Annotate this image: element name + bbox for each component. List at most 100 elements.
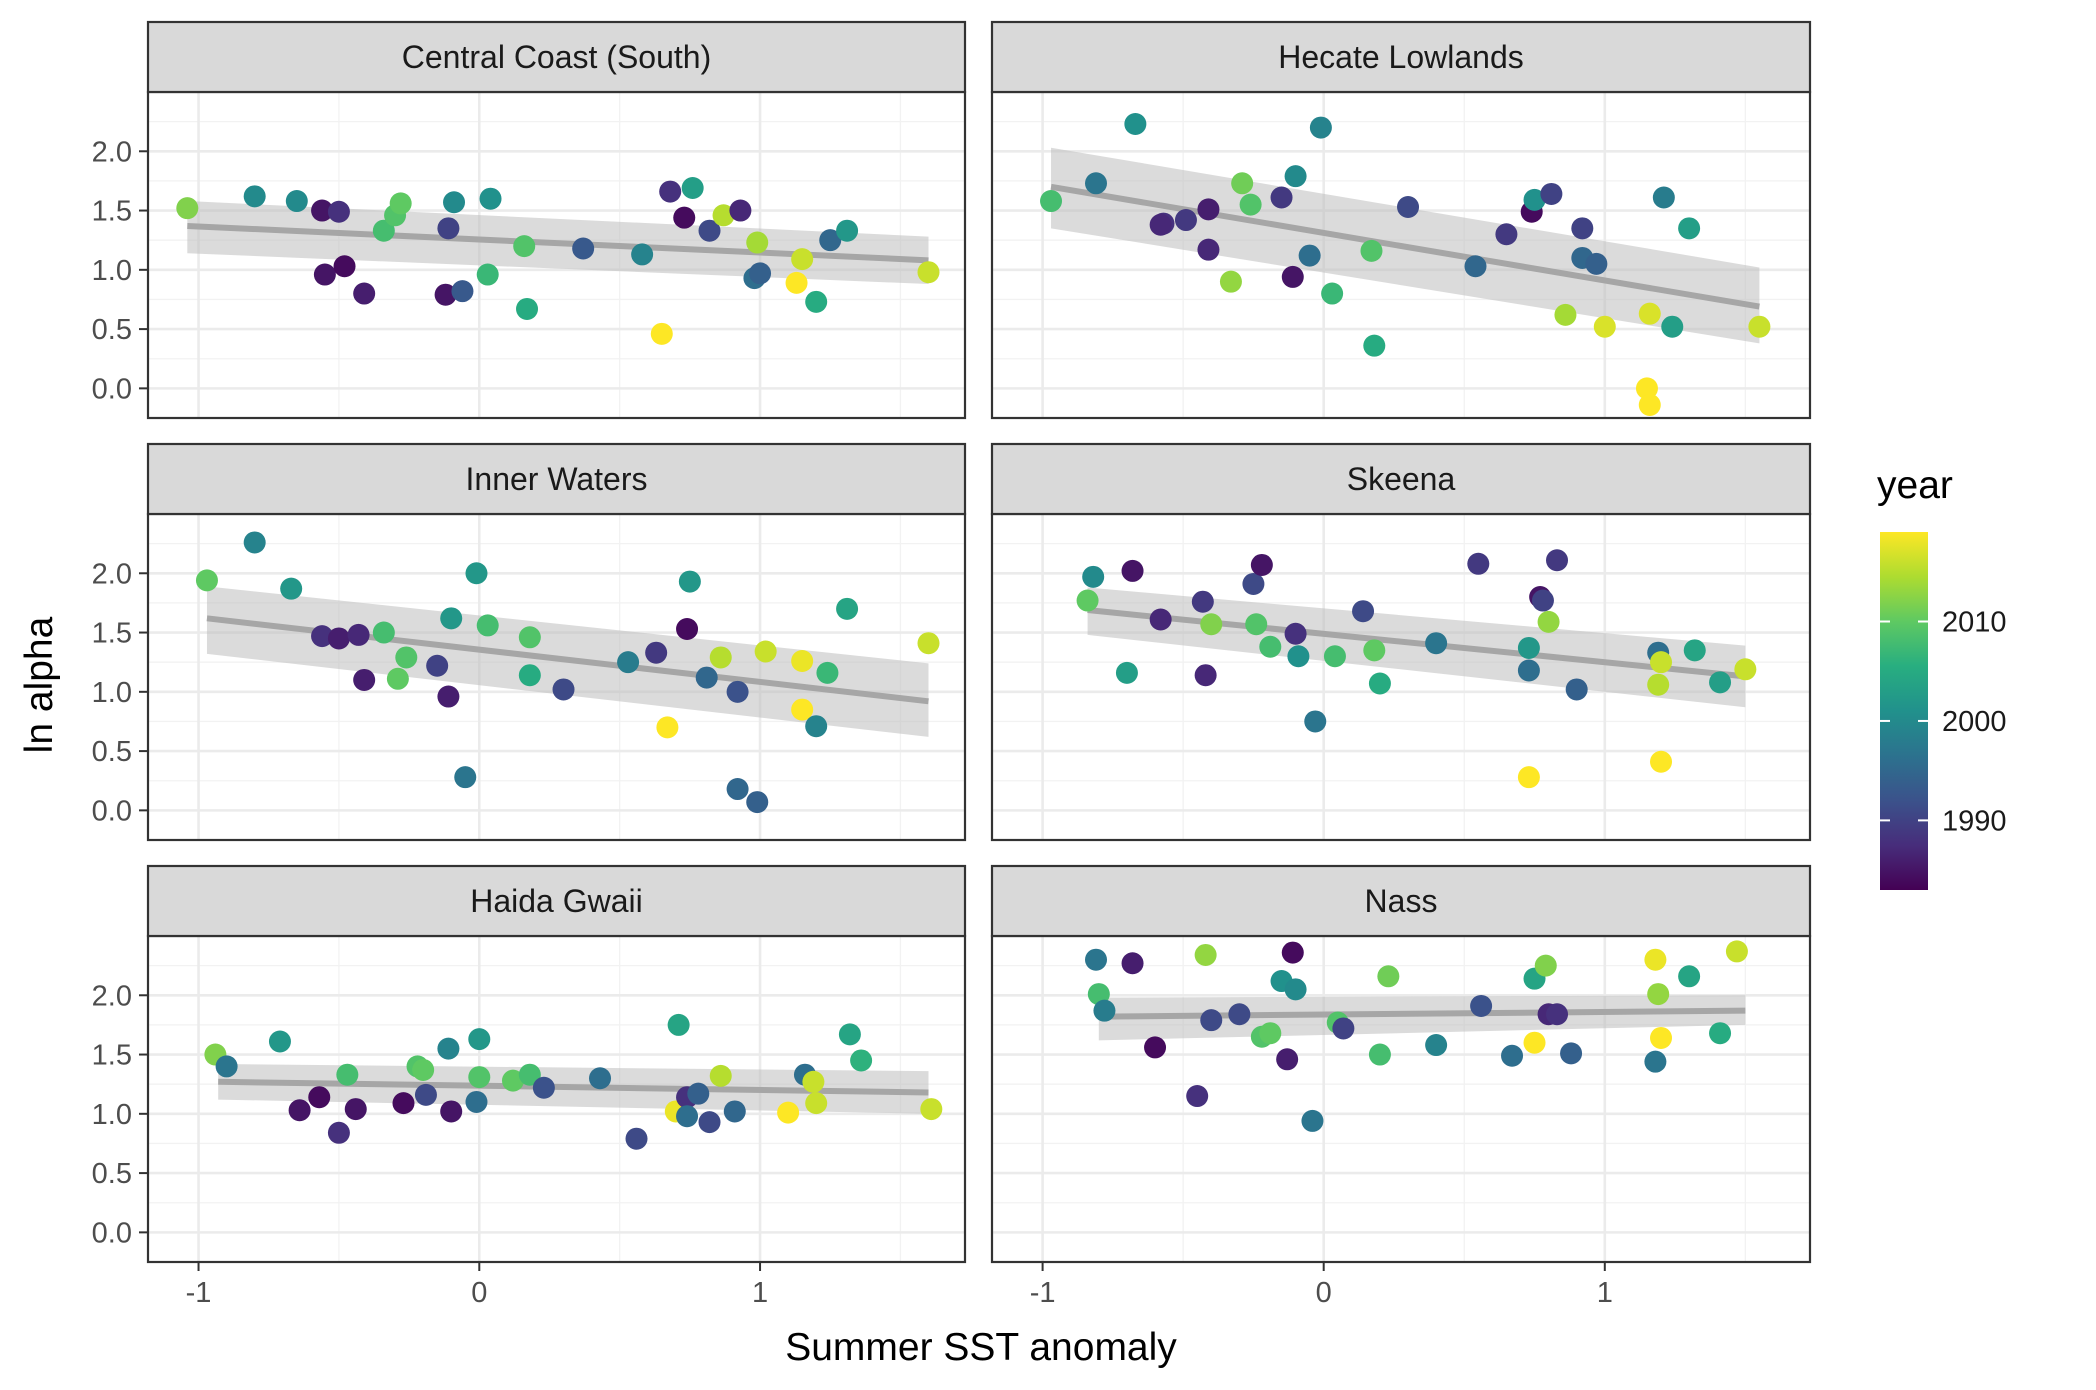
data-point — [712, 204, 735, 227]
trend-line — [1087, 607, 1746, 680]
data-point — [1748, 315, 1771, 338]
data-points — [1040, 113, 1771, 416]
data-point — [215, 1055, 238, 1078]
data-points — [1076, 549, 1757, 789]
data-point — [1638, 393, 1661, 416]
data-point — [353, 668, 376, 691]
facet-panel: Skeena — [990, 442, 1812, 842]
data-point — [1470, 994, 1493, 1017]
data-point — [516, 297, 539, 320]
data-point — [412, 1058, 435, 1081]
data-point — [1239, 193, 1262, 216]
data-point — [746, 231, 769, 254]
data-point — [1531, 589, 1554, 612]
data-point — [1287, 645, 1310, 668]
colorbar — [1880, 532, 1928, 890]
data-point — [698, 219, 721, 242]
data-point — [532, 1076, 555, 1099]
data-point — [1219, 270, 1242, 293]
data-point — [336, 1063, 359, 1086]
data-point — [465, 1090, 488, 1113]
data-point — [434, 283, 457, 306]
facet-strip-label: Hecate Lowlands — [1278, 39, 1523, 75]
data-point — [676, 1105, 699, 1128]
y-tick-label: 0.0 — [92, 373, 132, 405]
data-point — [1301, 1109, 1324, 1132]
gridlines — [992, 936, 1810, 1262]
shared-axes: Summer SST anomaly ln alpha — [18, 616, 1177, 1369]
data-point — [1323, 645, 1346, 668]
data-point — [1093, 999, 1116, 1022]
y-tick-label: 1.5 — [92, 618, 132, 650]
data-point — [1725, 940, 1748, 963]
data-point — [347, 623, 370, 646]
data-point — [1517, 636, 1540, 659]
data-point — [749, 262, 772, 285]
data-point — [1554, 303, 1577, 326]
data-point — [729, 199, 752, 222]
data-point — [1635, 377, 1658, 400]
facet-panel: Hecate Lowlands — [990, 20, 1812, 420]
data-point — [353, 282, 376, 305]
facet-strip — [990, 442, 1812, 516]
data-point — [726, 778, 749, 801]
trend-line — [1050, 183, 1760, 310]
data-point — [785, 271, 808, 294]
data-point — [1332, 1017, 1355, 1040]
data-point — [1644, 1050, 1667, 1073]
data-point — [676, 617, 699, 640]
facet-strip — [146, 442, 967, 516]
y-tick-label: 1.0 — [92, 1099, 132, 1131]
facet-panel: Haida Gwaii 0.0 0.5 1.0 1.5 2.0 -1 0 1 — [92, 864, 967, 1309]
facet-strip-label: Haida Gwaii — [470, 883, 643, 919]
data-point — [802, 1070, 825, 1093]
y-tick-label: 1.5 — [92, 1040, 132, 1072]
data-point — [1082, 565, 1105, 588]
data-point — [395, 646, 418, 669]
data-point — [920, 1098, 943, 1121]
data-point — [268, 1030, 291, 1053]
facet-strip-label: Inner Waters — [466, 461, 648, 497]
data-point — [468, 1028, 491, 1051]
x-tick-label: -1 — [1030, 1277, 1056, 1309]
data-point — [1304, 710, 1327, 733]
colorbar-ticks: 1990 2000 2010 — [1880, 607, 2007, 837]
x-tick-label: 1 — [752, 1277, 768, 1309]
data-point — [1121, 559, 1144, 582]
data-point — [476, 614, 499, 637]
data-point — [285, 190, 308, 213]
data-point — [1397, 195, 1420, 218]
data-point — [327, 1121, 350, 1144]
facet-strip — [990, 20, 1812, 94]
data-point — [1363, 334, 1386, 357]
data-point — [176, 197, 199, 220]
data-point — [1593, 315, 1616, 338]
facet-panels: Central Coast (South) 0.0 0.5 1.0 1.5 2.0 Heca… — [92, 20, 1812, 1309]
data-point — [518, 626, 541, 649]
data-point — [1678, 965, 1701, 988]
data-point — [805, 715, 828, 738]
data-point — [454, 766, 477, 789]
data-point — [1281, 265, 1304, 288]
facet-panel: Nass -1 0 1 — [990, 864, 1812, 1309]
data-point — [1231, 172, 1254, 195]
data-point — [645, 641, 668, 664]
data-point — [1678, 217, 1701, 240]
data-point — [313, 263, 336, 286]
data-points — [176, 177, 940, 345]
data-point — [1284, 978, 1307, 1001]
data-point — [1565, 678, 1588, 701]
data-point — [552, 678, 575, 701]
data-point — [791, 698, 814, 721]
colorbar-tick-label: 1990 — [1942, 805, 2007, 837]
x-tick-label: 1 — [1597, 1277, 1613, 1309]
data-point — [1501, 1044, 1524, 1067]
data-point — [372, 621, 395, 644]
data-point — [1197, 238, 1220, 261]
y-tick-label: 1.0 — [92, 255, 132, 287]
data-point — [1650, 651, 1673, 674]
data-point — [617, 651, 640, 674]
y-axis-title: ln alpha — [18, 616, 61, 753]
data-point — [1298, 244, 1321, 267]
